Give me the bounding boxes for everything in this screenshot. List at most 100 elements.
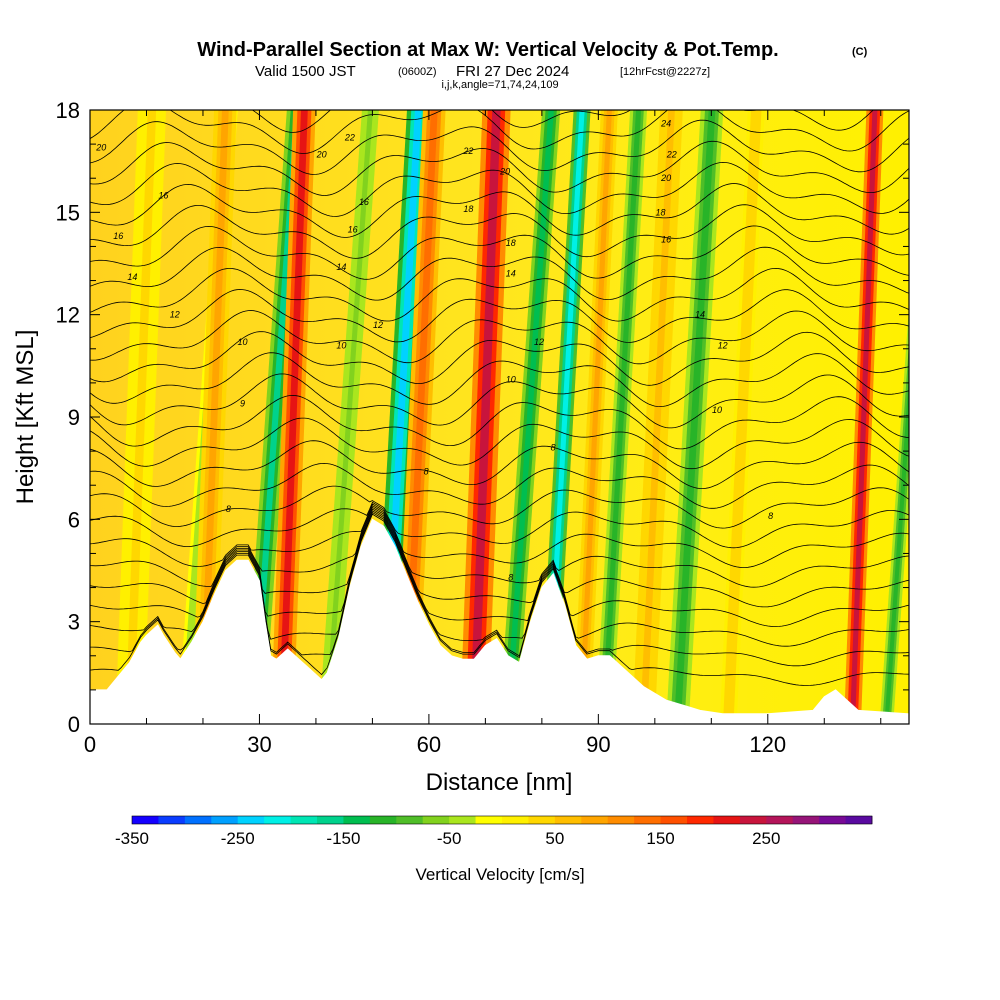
theta-contour (90, 183, 909, 238)
x-tick-label: 60 (417, 732, 441, 757)
x-axis-title: Distance [nm] (426, 769, 573, 796)
colorbar-swatch (422, 816, 450, 824)
velocity-band (199, 110, 229, 724)
colorbar-swatch (132, 816, 159, 824)
colorbar-swatch (528, 816, 556, 824)
y-tick-label: 18 (56, 98, 80, 123)
contour-label: 16 (359, 197, 369, 207)
theta-contour (90, 513, 909, 686)
velocity-band (849, 110, 878, 724)
colorbar-swatch (264, 816, 291, 824)
colorbar-swatch (158, 816, 186, 824)
x-tick-label: 120 (749, 732, 786, 757)
x-tick-label: 0 (84, 732, 96, 757)
velocity-band (125, 110, 157, 724)
theta-contour (90, 225, 909, 280)
colorbar-swatch (343, 816, 371, 824)
contour-label: 12 (534, 337, 544, 347)
colorbar-swatch (237, 816, 265, 824)
velocity-band (674, 110, 716, 724)
velocity-band (640, 110, 675, 724)
theta-contour (90, 417, 909, 470)
theta-contours (90, 110, 909, 686)
contour-label: 8 (424, 467, 429, 477)
contour-label: 10 (506, 374, 516, 384)
colorbar-swatch (766, 816, 794, 824)
colorbar-tick-label: -50 (437, 829, 462, 848)
colorbar-swatch (607, 816, 635, 824)
theta-contour (90, 501, 909, 549)
theta-contour (90, 508, 909, 627)
valid-time-prefix: Valid 1500 JST (255, 63, 356, 80)
copyright-mark: (C) (852, 46, 868, 58)
contour-label: 14 (127, 272, 137, 282)
theta-contour (90, 331, 909, 386)
y-tick-label: 15 (56, 200, 80, 225)
colorbar-swatch (449, 816, 476, 824)
contour-label: 10 (712, 405, 722, 415)
valid-date: FRI 27 Dec 2024 (456, 63, 569, 80)
y-tick-label: 9 (68, 405, 80, 430)
theta-contour (90, 161, 909, 217)
colorbar-tick-label: 250 (752, 829, 780, 848)
plot-area: 20 16 16 14 12 10 9 8 22 20 16 16 14 10 12 8 22 18 20 18 14 1… (56, 98, 910, 757)
colorbar-swatch (184, 816, 212, 824)
contour-label: 16 (158, 190, 168, 200)
contour-label: 20 (316, 149, 327, 159)
colorbar-swatch (290, 816, 318, 824)
contour-label: 18 (506, 238, 516, 248)
theta-contour (90, 246, 909, 301)
colorbar: -350 -250 -150 -50 50 150 250 (115, 815, 873, 848)
colorbar-swatch (211, 816, 239, 824)
theta-contour (90, 373, 909, 429)
velocity-band (505, 110, 554, 724)
colorbar-swatch (660, 816, 688, 824)
valid-time-utc: (0600Z) (398, 66, 437, 78)
contour-label: 9 (240, 398, 245, 408)
theta-contour (90, 485, 909, 529)
contour-label: 24 (660, 119, 671, 129)
contour-label: 20 (660, 173, 671, 183)
colorbar-tick-label: 50 (545, 829, 564, 848)
colorbar-tick-label: -150 (326, 829, 360, 848)
colorbar-swatch (475, 816, 503, 824)
contour-label: 18 (463, 204, 473, 214)
velocity-band (879, 306, 909, 724)
contour-label: 12 (718, 340, 728, 350)
colorbar-swatch (713, 816, 741, 824)
y-tick-label: 12 (56, 303, 80, 328)
contour-label: 22 (344, 132, 355, 142)
colorbar-swatch (845, 816, 873, 824)
velocity-band (402, 110, 438, 724)
contour-label: 14 (506, 269, 516, 279)
theta-contour (90, 289, 909, 343)
contour-label: 12 (170, 310, 180, 320)
theta-contour (90, 119, 909, 175)
theta-contour (90, 310, 909, 365)
contour-label: 16 (113, 231, 123, 241)
colorbar-swatch (792, 816, 820, 824)
colorbar-swatch (502, 816, 529, 824)
velocity-band (469, 110, 501, 724)
contour-label: 8 (551, 443, 556, 453)
colorbar-frame (131, 815, 873, 825)
forecast-label: [12hrFcst@2227z] (620, 66, 710, 78)
theta-contour (90, 440, 909, 489)
colorbar-title: Vertical Velocity [cm/s] (415, 865, 584, 884)
theta-contour (90, 394, 909, 450)
velocity-band (324, 110, 373, 724)
indices-label: i,j,k,angle=71,74,24,109 (441, 79, 558, 91)
contour-label: 14 (336, 262, 346, 272)
y-tick-label: 6 (68, 507, 80, 532)
chart-title: Wind-Parallel Section at Max W: Vertical… (197, 39, 778, 61)
theta-contour (90, 462, 909, 509)
x-tick-label: 90 (586, 732, 610, 757)
colorbar-swatch (581, 816, 609, 824)
theta-contour (90, 511, 909, 667)
colorbar-swatch (819, 816, 846, 824)
colorbar-tick-label: -250 (221, 829, 255, 848)
contour-label: 22 (666, 149, 677, 159)
theta-contour (90, 506, 909, 608)
colorbar-tick-label: 150 (646, 829, 674, 848)
